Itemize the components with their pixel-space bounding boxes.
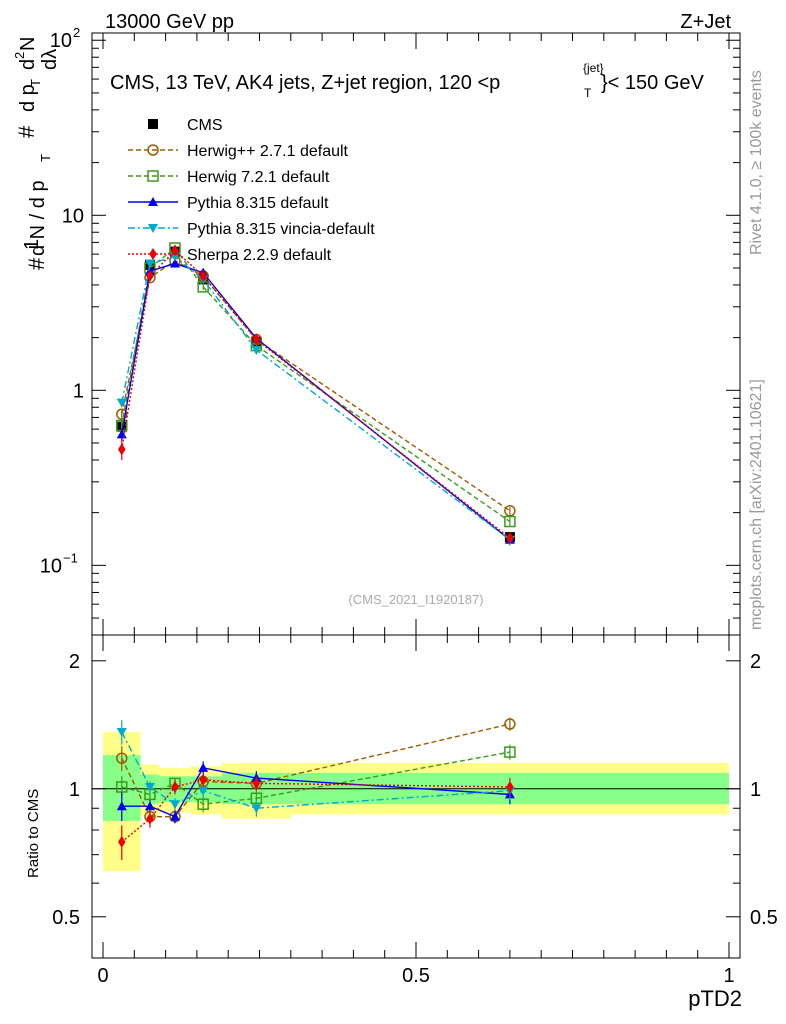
point-sherpa-2-2-9-default <box>146 269 154 282</box>
point-pythia-8-315-vincia-default <box>251 345 262 355</box>
main-ytick-exponent: 2 <box>73 25 80 40</box>
legend-marker-cms <box>148 119 158 129</box>
svg-text:#: # <box>14 125 39 138</box>
legend-label-pythia-8-315-default: Pythia 8.315 default <box>187 195 329 212</box>
main-ytick-label: 10 <box>40 555 62 577</box>
series-line-pythia-8-315-vincia-default <box>121 255 511 541</box>
ratio-point-sherpa-2-2-9-default <box>506 780 514 793</box>
point-sherpa-2-2-9-default <box>171 244 179 257</box>
ratio-line-sherpa-2-2-9-default <box>121 779 510 843</box>
svg-text:}< 150 GeV: }< 150 GeV <box>601 72 705 94</box>
point-sherpa-2-2-9-default <box>506 532 514 545</box>
ratio-point-sherpa-2-2-9-default <box>118 835 126 848</box>
ratio-point-pythia-8-315-default <box>116 801 127 811</box>
ratio-ylabel: Ratio to CMS <box>25 789 42 878</box>
ratio-line-pythia-8-315-default <box>121 767 510 818</box>
main-ylabel: # 1 d N / d p T # d p T d 2 N dλ <box>12 37 61 270</box>
mcplots-source-text: mcplots.cern.ch [arXiv:2401.10621] <box>748 379 765 630</box>
ratio-uncertainty-bands <box>103 732 729 872</box>
svg-text:#: # <box>24 257 49 270</box>
ratio-line-pythia-8-315-vincia-default <box>121 731 510 809</box>
main-ytick-exponent: −1 <box>63 550 78 565</box>
series-line-herwig-7-2-1-default <box>121 247 511 523</box>
ratio-ytick-label-right: 1 <box>750 779 761 801</box>
ratio-point-herwig-7-2-1-default <box>197 798 209 810</box>
rivet-version-text: Rivet 4.1.0, ≥ 100k events <box>748 70 765 255</box>
legend-label-pythia-8-315-vincia-default: Pythia 8.315 vincia-default <box>187 221 375 238</box>
legend-label-herwig-2-7-1-default: Herwig++ 2.7.1 default <box>187 143 349 160</box>
ratio-point-pythia-8-315-vincia-default <box>198 786 209 796</box>
main-ytick-label: 1 <box>73 380 84 402</box>
legend-label-herwig-7-2-1-default: Herwig 7.2.1 default <box>187 169 330 186</box>
svg-text:CMS, 13 TeV, AK4 jets, Z+jet r: CMS, 13 TeV, AK4 jets, Z+jet region, 120… <box>110 72 500 94</box>
svg-text:T: T <box>584 86 592 100</box>
legend-label-cms: CMS <box>187 117 223 134</box>
main-series-group <box>116 242 516 546</box>
ratio-point-sherpa-2-2-9-default <box>146 812 154 825</box>
point-sherpa-2-2-9-default <box>252 333 261 346</box>
ratio-ytick-label-right: 2 <box>750 651 761 673</box>
point-herwig-7-2-1-default <box>504 515 516 528</box>
svg-text:d N / d p: d N / d p <box>27 180 49 256</box>
ratio-line-herwig-2-7-1-default <box>121 723 511 818</box>
ratio-point-pythia-8-315-default <box>144 801 155 811</box>
ratio-point-herwig-2-7-1-default <box>504 718 516 730</box>
plot-title: CMS, 13 TeV, AK4 jets, Z+jet region, 120… <box>110 61 705 100</box>
header-right: Z+Jet <box>680 11 731 33</box>
main-ytick-label: 10 <box>62 205 84 227</box>
svg-text:T: T <box>28 79 43 87</box>
legend-marker-herwig-2-7-1-default <box>147 144 159 156</box>
main-ytick-label: 10 <box>50 30 72 52</box>
legend-label-sherpa-2-2-9-default: Sherpa 2.2.9 default <box>187 247 332 264</box>
ratio-point-sherpa-2-2-9-default <box>252 777 261 790</box>
svg-text:1: 1 <box>21 239 43 250</box>
xtick-label: 1 <box>723 965 734 987</box>
ratio-ytick-label-left: 0.5 <box>52 907 80 929</box>
ratio-point-pythia-8-315-default <box>169 811 180 821</box>
ratio-point-sherpa-2-2-9-default <box>171 780 179 793</box>
svg-text:N: N <box>17 37 39 51</box>
legend-marker-sherpa-2-2-9-default <box>149 248 157 260</box>
ratio-point-pythia-8-315-vincia-default <box>169 800 180 810</box>
ratio-ytick-label-left: 2 <box>69 651 80 673</box>
header-left: 13000 GeV pp <box>105 11 234 33</box>
svg-text:2: 2 <box>12 52 27 59</box>
ratio-point-herwig-7-2-1-default <box>116 781 128 793</box>
point-pythia-8-315-vincia-default <box>144 259 155 269</box>
legend: CMS Herwig++ 2.7.1 default Herwig 7.2.1 de… <box>128 117 375 264</box>
point-sherpa-2-2-9-default <box>118 443 126 456</box>
svg-text:d p: d p <box>17 84 39 112</box>
ratio-point-herwig-7-2-1-default <box>504 746 516 758</box>
svg-text:d: d <box>17 59 39 70</box>
ratio-point-pythia-8-315-vincia-default <box>116 728 127 738</box>
ratio-point-pythia-8-315-vincia-default <box>144 782 155 792</box>
legend-marker-pythia-8-315-vincia-default <box>148 224 158 233</box>
ratio-ytick-label-left: 1 <box>69 779 80 801</box>
xtick-label: 0 <box>97 965 108 987</box>
svg-text:T: T <box>38 154 53 162</box>
ratio-series-group <box>116 717 516 861</box>
ratio-point-herwig-2-7-1-default <box>116 752 128 764</box>
analysis-id-watermark: (CMS_2021_I1920187) <box>348 592 483 607</box>
series-line-pythia-8-315-default <box>121 262 511 541</box>
xtick-label: 0.5 <box>402 965 430 987</box>
legend-marker-pythia-8-315-default <box>148 197 158 206</box>
point-pythia-8-315-default <box>169 258 180 268</box>
point-herwig-2-7-1-default <box>116 408 128 420</box>
svg-text:{jet}: {jet} <box>583 61 604 75</box>
ratio-point-pythia-8-315-vincia-default <box>251 804 262 814</box>
svg-text:dλ: dλ <box>39 49 61 70</box>
ratio-point-pythia-8-315-default <box>198 762 209 772</box>
ratio-ytick-label-right: 0.5 <box>750 907 778 929</box>
point-pythia-8-315-vincia-default <box>169 252 180 262</box>
xaxis-label: pTD2 <box>688 986 742 1011</box>
legend-marker-herwig-7-2-1-default <box>147 170 159 182</box>
point-sherpa-2-2-9-default <box>199 269 207 282</box>
ratio-point-sherpa-2-2-9-default <box>199 773 207 786</box>
point-pythia-8-315-vincia-default <box>116 398 127 408</box>
